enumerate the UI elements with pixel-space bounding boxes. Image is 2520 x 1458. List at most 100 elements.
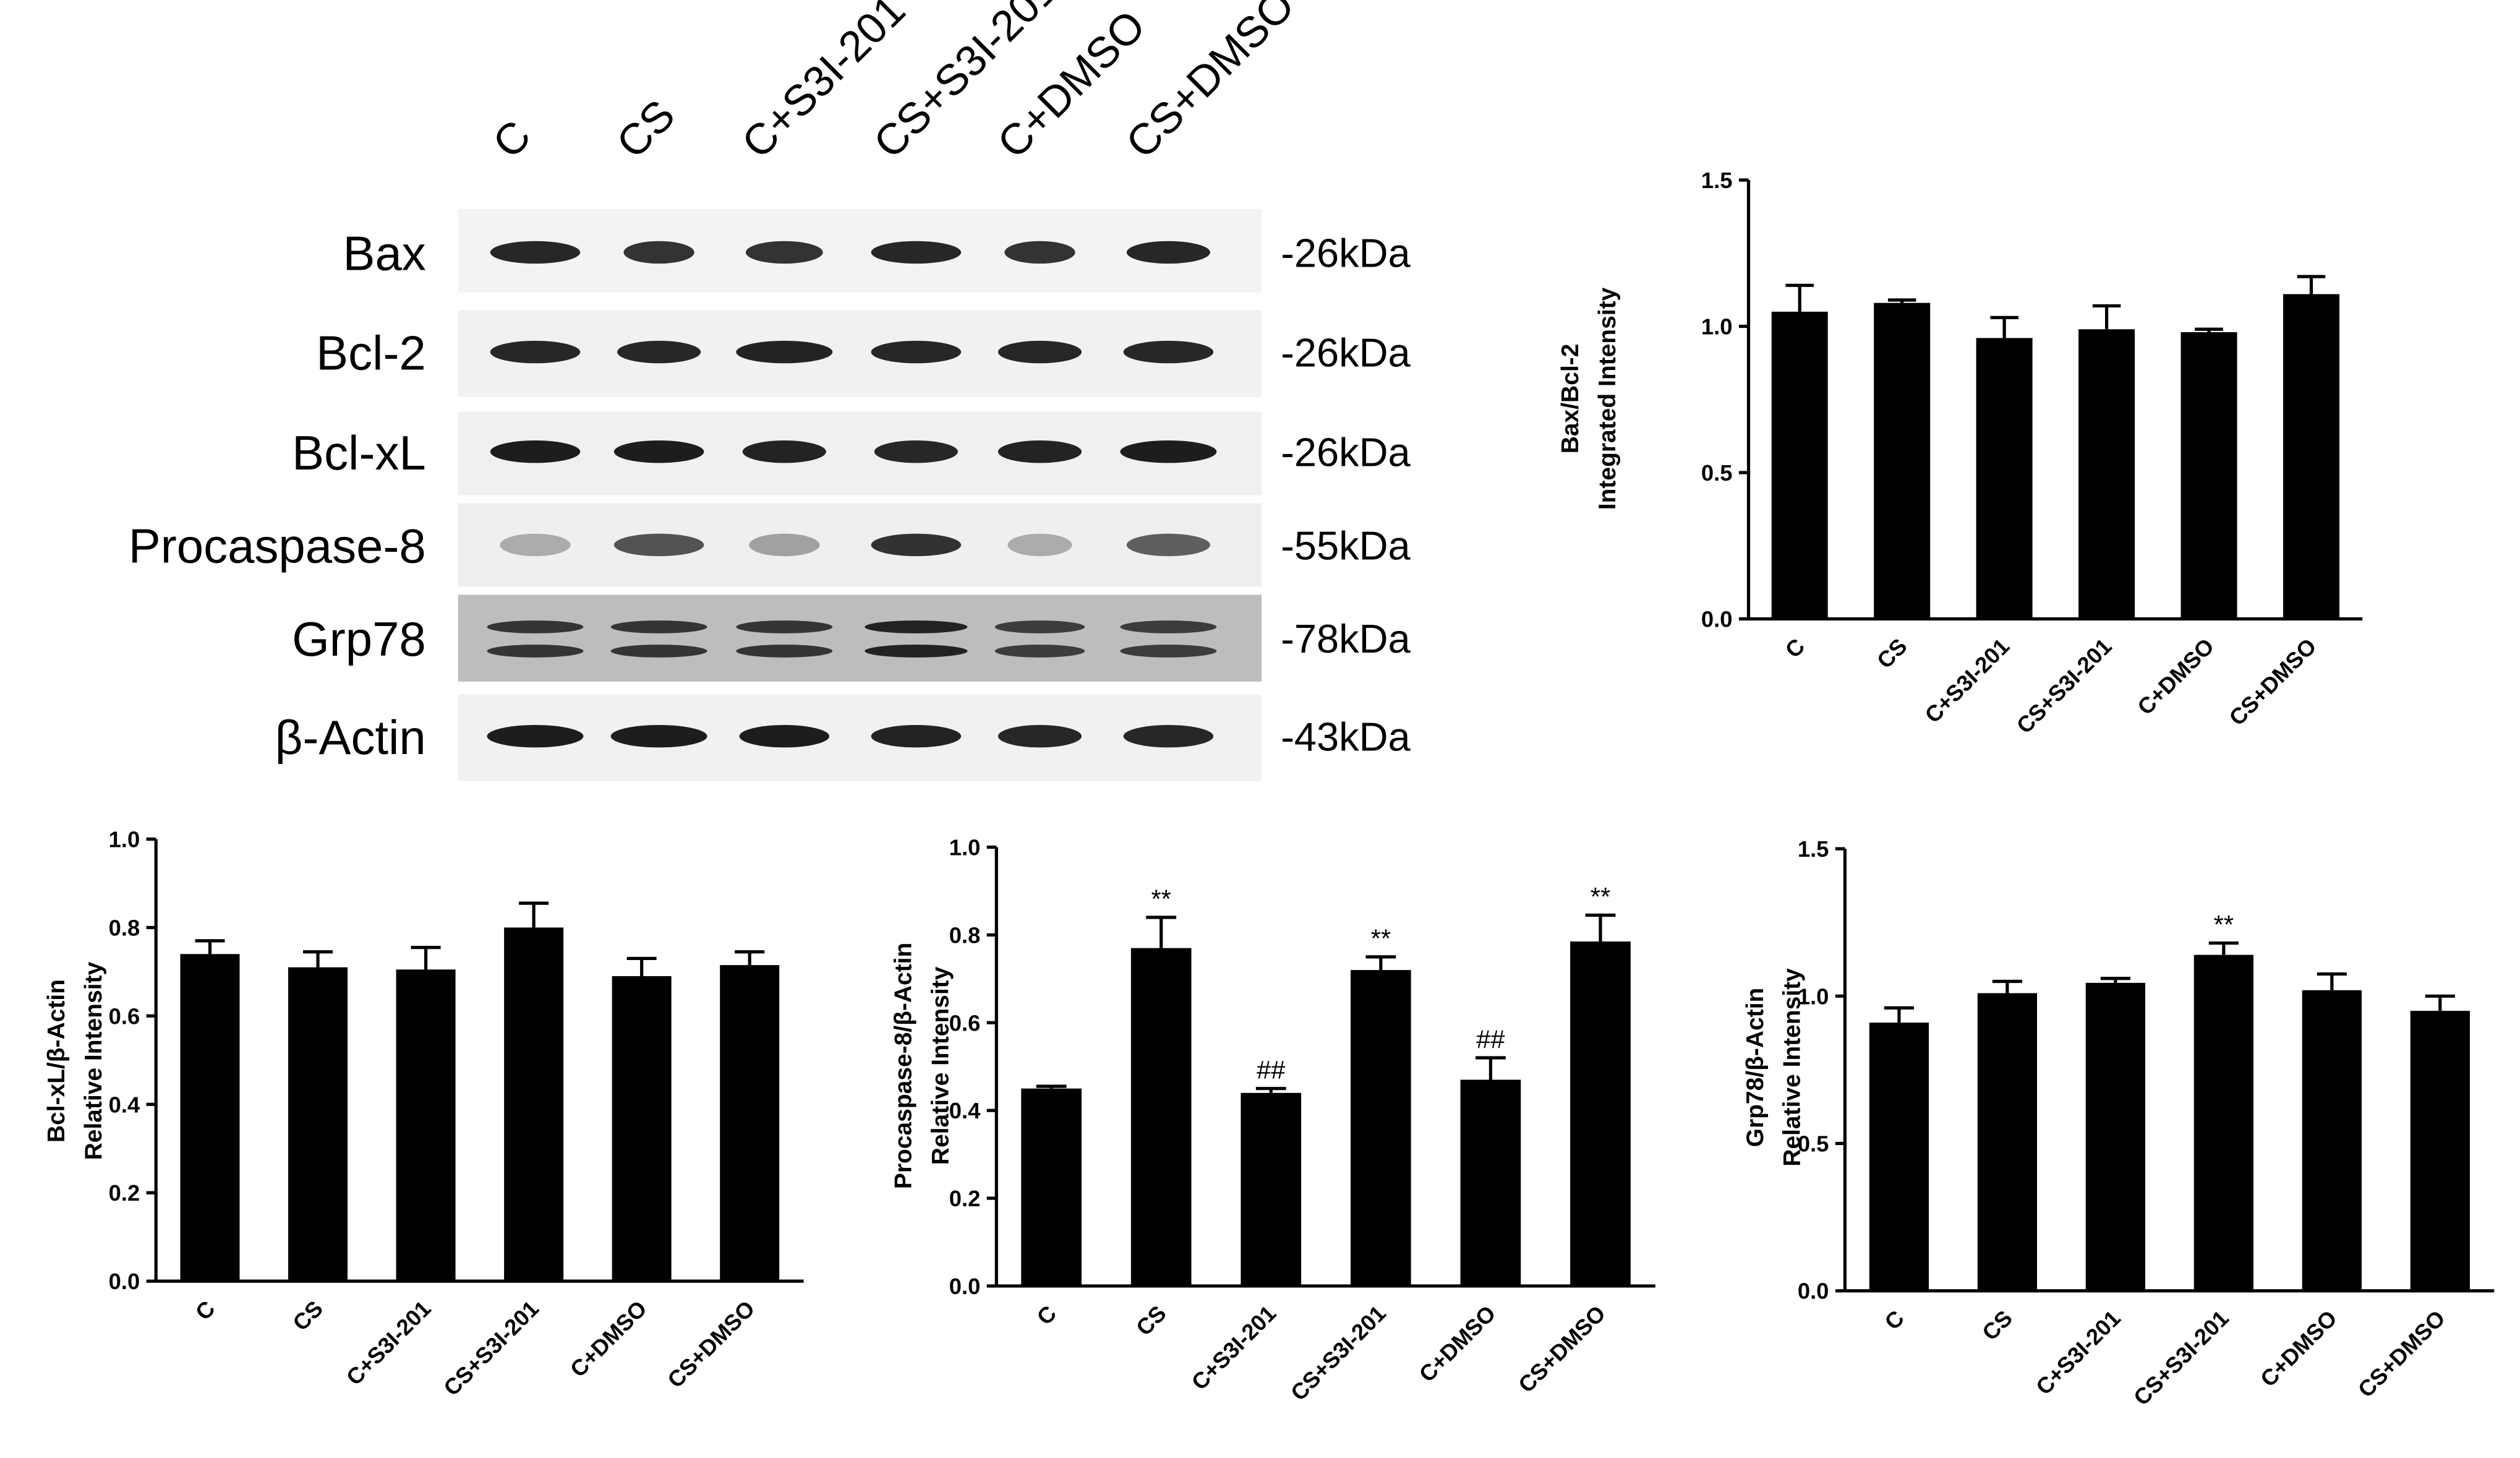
y-tick-label: 0.6 [109,1003,140,1029]
band [742,440,826,463]
bar [2410,1011,2470,1291]
significance-label: ## [1257,1055,1285,1084]
bar [2193,954,2253,1291]
band [874,440,958,463]
band [997,440,1082,463]
x-tick-label: CS [1131,1300,1171,1340]
y-tick-label: 0.5 [1701,460,1733,486]
protein-label: Procaspase-8 [129,519,426,573]
band [739,725,830,748]
x-tick-label: CS [1872,633,1912,674]
error-bar [1146,916,1177,948]
y-tick-label: 0.5 [1798,1131,1829,1157]
bar [504,927,564,1282]
x-tick-label: C [1032,1300,1062,1330]
error-bar [1887,298,1916,303]
band [1120,440,1217,463]
x-tick-label: C+DMSO [2132,633,2219,720]
bar-chart: 0.0 0.2 0.4 0.6 0.8 1.0 Procaspase-8/β-Actin Re… [891,834,1655,1405]
protein-label: β-Actin [275,710,426,765]
bar [1130,948,1192,1286]
error-bar [1585,913,1616,942]
bar-chart: 0.0 0.5 1.0 1.5 Bax/Bcl-2 Integrated Intensit… [1557,168,2363,739]
bar [1460,1079,1521,1286]
molecular-weight: -43kDa [1281,714,1411,760]
x-tick-label: C+DMSO [565,1296,652,1383]
lane-label: C [483,111,540,168]
band [749,533,820,557]
band [994,645,1085,658]
band [1120,645,1217,658]
y-tick-label: 1.5 [1701,168,1733,193]
significance-label: ** [1371,924,1391,953]
x-tick-label: CS+DMSO [2224,633,2321,731]
band [613,440,704,463]
protein-label: Bax [343,226,425,281]
y-axis-label: Relative Intensity [1779,968,1806,1167]
bar [1874,302,1931,619]
error-bar [1884,1006,1914,1023]
band [1007,533,1072,557]
blot-panels [458,208,1262,781]
y-tick-label: 0.8 [109,915,140,940]
band [865,645,968,658]
band [487,645,584,658]
band [487,620,584,633]
y-tick-label: 1.0 [949,834,981,860]
error-bar [2092,304,2121,330]
band [871,725,962,748]
y-tick-label: 0.8 [949,922,981,948]
error-bar [626,956,657,977]
band [1126,533,1210,557]
band [1126,241,1210,264]
x-tick-label: C+S3I-201 [1920,633,2014,728]
x-tick-label: CS+DMSO [1513,1300,1610,1397]
error-bar [2195,327,2223,332]
error-bar [2317,972,2347,990]
band [610,725,707,748]
bar [1351,970,1411,1286]
y-axis-label: Procaspase-8/β-Actin [891,943,917,1189]
y-tick-label: 0.0 [109,1269,140,1294]
error-bar [2297,275,2326,294]
band [1004,241,1075,264]
bar [288,967,348,1282]
band [610,645,707,658]
bar [1241,1092,1302,1286]
y-tick-label: 0.6 [949,1010,981,1036]
x-tick-label: CS [288,1296,328,1336]
band [997,725,1082,748]
x-tick-label: C [190,1296,220,1326]
bar [1570,941,1631,1286]
y-axis-label: Bax/Bcl-2 [1557,344,1584,454]
molecular-weight: -26kDa [1281,330,1411,375]
y-tick-label: 0.0 [1798,1279,1829,1304]
x-tick-label: C+S3I-201 [2031,1305,2125,1400]
band [1123,340,1214,364]
x-tick-label: C+DMSO [1414,1300,1501,1387]
band [613,533,704,557]
error-bar [1365,955,1396,971]
y-axis-label: Integrated Intensity [1594,287,1621,510]
band [610,620,707,633]
x-tick-label: C [1780,633,1810,663]
bar [180,954,240,1282]
band [1123,725,1214,748]
error-bar [1992,979,2022,993]
bar [1869,1023,1929,1291]
x-tick-label: C+DMSO [2255,1305,2342,1392]
bar [1771,311,1828,619]
y-tick-label: 0.0 [1701,606,1733,632]
band [745,241,823,264]
bar [2302,990,2362,1291]
error-bar [1255,1087,1286,1093]
y-tick-label: 0.4 [109,1092,140,1117]
y-tick-label: 0.4 [949,1098,981,1123]
error-bar [2100,977,2130,983]
bar-chart: 0.0 0.5 1.0 1.5 Grp78/β-Actin Relative Intens… [1742,836,2495,1410]
y-tick-label: 1.5 [1798,836,1829,862]
molecular-weight: -26kDa [1281,430,1411,475]
y-tick-label: 0.0 [949,1274,981,1299]
